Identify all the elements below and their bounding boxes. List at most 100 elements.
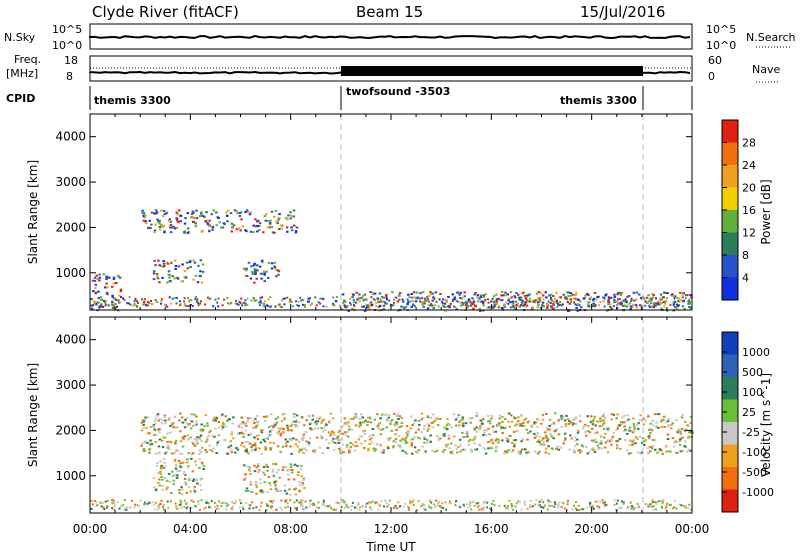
- echo-cell: [160, 499, 163, 502]
- echo-cell: [187, 297, 190, 299]
- echo-cell: [576, 309, 579, 312]
- echo-cell: [260, 259, 264, 262]
- echo-cell: [640, 305, 643, 308]
- echo-cell: [163, 303, 166, 306]
- echo-cell: [265, 463, 268, 466]
- echo-cell: [411, 424, 414, 426]
- echo-cell: [631, 440, 634, 443]
- echo-cell: [179, 465, 182, 467]
- echo-cell: [626, 507, 629, 510]
- echo-cell: [305, 506, 308, 509]
- echo-cell: [574, 417, 577, 420]
- echo-cell: [343, 431, 347, 434]
- echo-cell: [321, 419, 324, 422]
- echo-cell: [396, 421, 399, 424]
- echo-cell: [207, 434, 211, 437]
- echo-cell: [277, 468, 280, 471]
- echo-cell: [303, 424, 306, 427]
- echo-cell: [544, 447, 548, 450]
- echo-cell: [222, 222, 226, 225]
- echo-cell: [162, 504, 165, 507]
- echo-cell: [169, 280, 172, 283]
- echo-cell: [431, 292, 435, 295]
- echo-cell: [413, 446, 417, 449]
- echo-cell: [171, 423, 174, 426]
- echo-cell: [422, 427, 426, 430]
- echo-cell: [245, 209, 249, 212]
- echo-cell: [430, 506, 433, 509]
- echo-cell: [204, 303, 206, 306]
- echo-cell: [510, 414, 513, 417]
- echo-cell: [538, 505, 541, 508]
- echo-cell: [522, 424, 526, 427]
- echo-cell: [686, 450, 689, 453]
- echo-cell: [199, 259, 203, 262]
- echo-cell: [433, 450, 437, 453]
- echo-cell: [298, 448, 302, 451]
- echo-cell: [592, 504, 595, 507]
- echo-cell: [489, 418, 492, 421]
- echo-cell: [569, 300, 572, 303]
- echo-cell: [527, 420, 531, 422]
- echo-cell: [358, 425, 361, 428]
- echo-cell: [289, 300, 292, 303]
- echo-cell: [245, 502, 248, 504]
- echo-cell: [487, 420, 490, 423]
- echo-cell: [116, 274, 120, 277]
- echo-cell: [320, 421, 323, 424]
- echo-cell: [657, 427, 660, 429]
- echo-cell: [496, 302, 499, 305]
- echo-cell: [337, 439, 340, 442]
- echo-cell: [230, 222, 234, 225]
- echo-cell: [437, 502, 440, 505]
- echo-cell: [180, 280, 183, 283]
- echo-cell: [214, 298, 217, 301]
- echo-cell: [371, 434, 375, 437]
- echo-cell: [158, 281, 161, 284]
- echo-cell: [302, 477, 305, 480]
- echo-cell: [360, 442, 363, 445]
- echo-cell: [311, 418, 314, 421]
- echo-cell: [146, 304, 149, 307]
- echo-cell: [601, 424, 604, 427]
- echo-cell: [622, 299, 625, 302]
- echo-cell: [458, 293, 461, 296]
- echo-cell: [386, 298, 388, 301]
- echo-cell: [292, 437, 295, 440]
- echo-cell: [632, 291, 636, 294]
- echo-cell: [539, 306, 543, 309]
- echo-cell: [250, 449, 254, 452]
- echo-cell: [332, 431, 336, 434]
- echo-cell: [557, 433, 561, 436]
- echo-cell: [118, 302, 121, 304]
- echo-cell: [588, 301, 591, 304]
- echo-cell: [94, 287, 97, 290]
- echo-cell: [403, 307, 406, 310]
- echo-cell: [301, 504, 304, 507]
- echo-cell: [645, 296, 649, 299]
- echo-cell: [485, 429, 489, 432]
- echo-cell: [221, 426, 225, 429]
- echo-cell: [201, 229, 204, 232]
- echo-cell: [273, 423, 276, 426]
- echo-cell: [652, 306, 656, 309]
- echo-cell: [572, 451, 576, 453]
- echo-cell: [186, 424, 190, 427]
- echo-cell: [608, 440, 612, 443]
- echo-cell: [377, 508, 380, 511]
- echo-cell: [198, 436, 201, 439]
- echo-cell: [218, 507, 220, 510]
- echo-cell: [181, 488, 184, 491]
- echo-cell: [449, 302, 452, 305]
- echo-cell: [220, 505, 223, 508]
- echo-cell: [142, 219, 146, 222]
- echo-cell: [580, 508, 583, 511]
- echo-cell: [249, 211, 253, 214]
- echo-cell: [624, 428, 627, 431]
- echo-cell: [303, 306, 306, 308]
- echo-cell: [463, 505, 466, 507]
- echo-cell: [666, 433, 670, 436]
- echo-cell: [208, 230, 211, 233]
- echo-cell: [651, 501, 654, 504]
- echo-cell: [567, 295, 570, 298]
